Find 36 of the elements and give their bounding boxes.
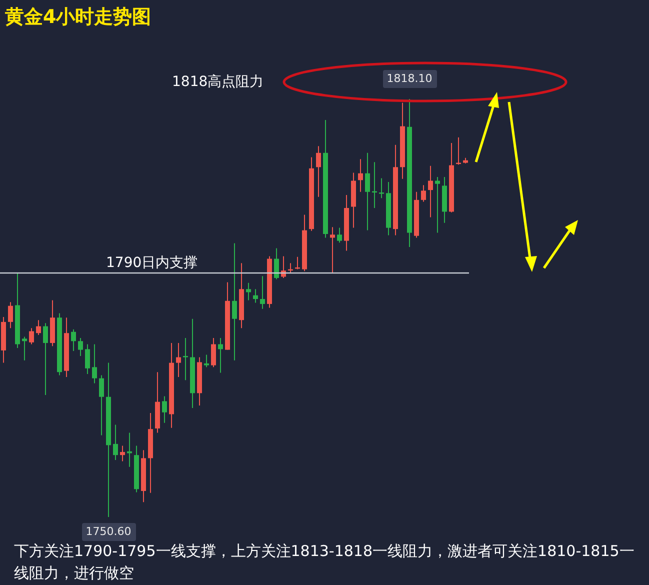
candlestick	[316, 146, 321, 198]
candlestick	[99, 374, 104, 436]
annotation: 1750.60	[82, 523, 136, 541]
candlestick	[22, 336, 27, 361]
candlestick	[246, 282, 251, 301]
candlestick	[365, 152, 370, 231]
candlestick	[92, 344, 97, 384]
candlestick	[330, 226, 335, 274]
candlestick	[253, 288, 258, 304]
candlestick	[43, 322, 48, 396]
candlestick	[162, 396, 167, 424]
candlestick	[232, 242, 237, 361]
candlestick	[176, 342, 181, 378]
candlestick	[260, 276, 265, 310]
candlestick	[78, 338, 83, 356]
candlestick	[218, 338, 223, 374]
candlestick	[421, 184, 426, 202]
text: 1818高点阻力	[172, 73, 264, 91]
candlestick	[204, 354, 209, 368]
candlestick	[71, 328, 76, 352]
candlestick	[120, 445, 125, 462]
candlestick	[29, 328, 34, 345]
annotation: 1818.10	[382, 70, 436, 88]
candlestick	[358, 158, 363, 192]
ref-line-label: 1790日内支撑	[106, 255, 198, 272]
candlestick	[274, 248, 279, 280]
candlestick	[435, 176, 440, 234]
chart-title: 黄金4小时走势图	[5, 5, 152, 30]
candlestick	[8, 302, 13, 329]
candlestick	[428, 165, 433, 218]
candlestick	[211, 338, 216, 368]
candlestick	[85, 344, 90, 374]
candlestick	[337, 227, 342, 244]
candlestick	[113, 424, 118, 461]
text: 下方关注1790-1795一线支撑，上方关注1813-1818一线阻力，激进者可关注1810-1815一线阻力，进行做空	[14, 541, 636, 584]
candlestick	[36, 320, 41, 336]
